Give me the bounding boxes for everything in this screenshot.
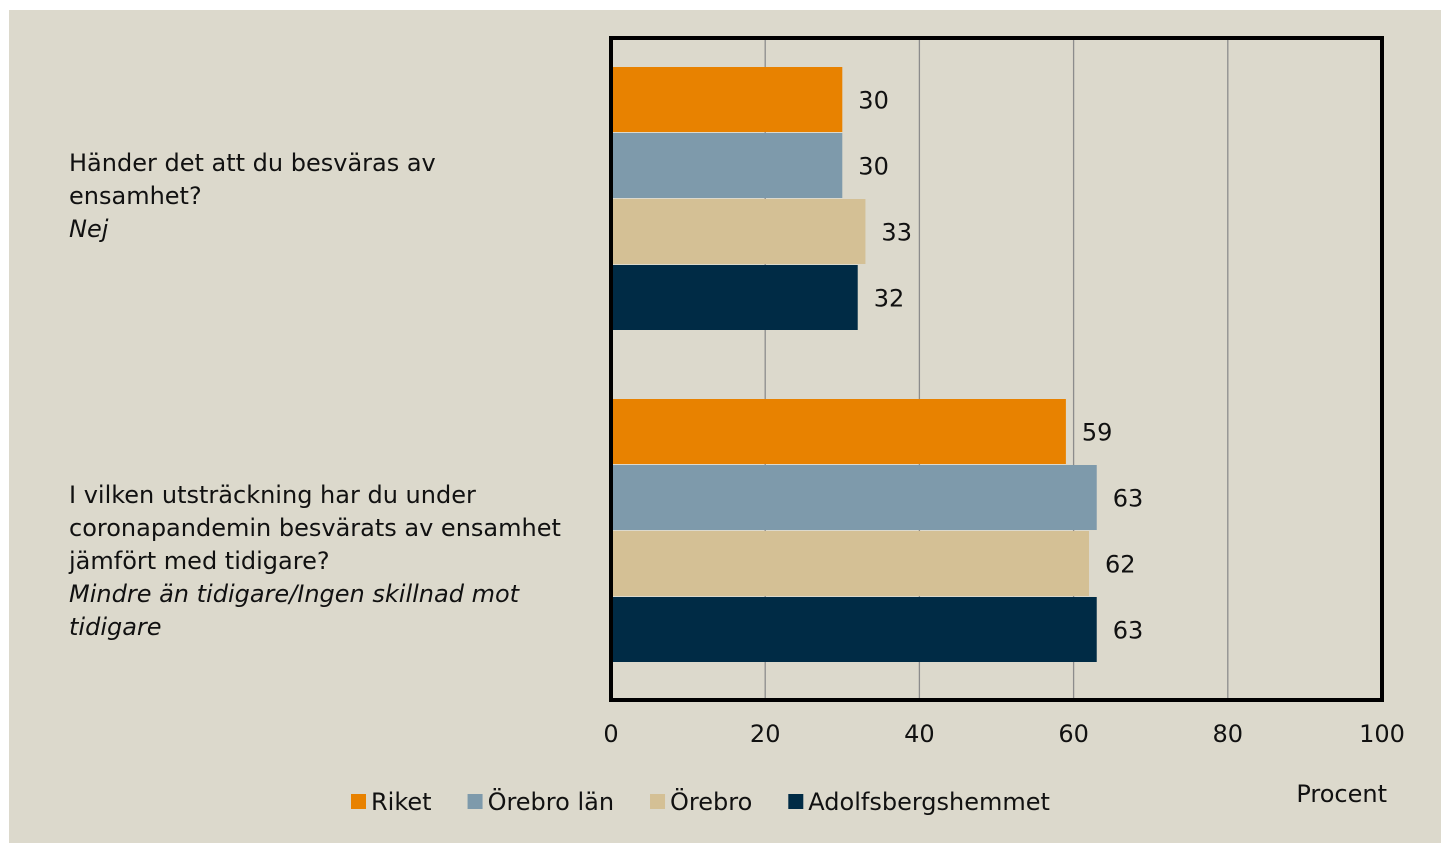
bar-2-2: [611, 465, 1097, 530]
legend-label-2: Örebro län: [488, 787, 614, 816]
category-label-2: I vilken utsträckning har du under coron…: [69, 479, 569, 644]
category-answer-2: Mindre än tidigare/Ingen skillnad mot ti…: [69, 580, 520, 641]
category-answer-1: Nej: [69, 215, 109, 243]
bar-1-4: [611, 265, 858, 330]
data-label-1-4: 32: [874, 285, 905, 313]
x-tick-label-100: 100: [1359, 720, 1405, 748]
legend-swatch-3: [650, 794, 666, 809]
x-tick-label-60: 60: [1058, 720, 1089, 748]
plot-frame: [609, 36, 1384, 702]
data-label-2-3: 62: [1105, 551, 1136, 579]
legend-label-3: Örebro: [670, 787, 752, 816]
category-question-1: Händer det att du besväras av ensamhet?: [69, 149, 436, 210]
data-label-1-3: 33: [881, 219, 912, 247]
chart-area: Händer det att du besväras av ensamhet? …: [9, 10, 1441, 843]
x-tick-label-0: 0: [603, 720, 618, 748]
bar-2-3: [611, 531, 1090, 596]
category-question-2: I vilken utsträckning har du under coron…: [69, 481, 561, 575]
bar-2-4: [611, 597, 1097, 662]
x-tick-label-80: 80: [1213, 720, 1244, 748]
bar-1-1: [611, 67, 843, 132]
bar-2-1: [611, 399, 1066, 464]
legend-swatch-1: [351, 794, 366, 809]
x-tick-label-40: 40: [904, 720, 935, 748]
data-label-1-2: 30: [858, 153, 889, 181]
bar-1-2: [611, 133, 843, 198]
data-label-1-1: 30: [858, 87, 889, 115]
bar-1-3: [611, 199, 866, 264]
category-label-1: Händer det att du besväras av ensamhet? …: [69, 147, 569, 246]
x-axis-title: Procent: [1296, 780, 1387, 808]
bar-chart-svg: 30 30 33 32 59 63 62 63 0 20 40 60 80 100 Procent Riket…: [351, 36, 1405, 816]
legend-swatch-4: [788, 794, 804, 809]
data-label-2-1: 59: [1082, 419, 1113, 447]
x-tick-label-20: 20: [750, 720, 781, 748]
legend-label-4: Adolfsbergshemmet: [808, 788, 1050, 816]
data-label-2-4: 63: [1113, 617, 1144, 645]
data-label-2-2: 63: [1113, 485, 1144, 513]
legend-swatch-2: [467, 794, 483, 809]
legend-label-1: Riket: [371, 788, 432, 816]
